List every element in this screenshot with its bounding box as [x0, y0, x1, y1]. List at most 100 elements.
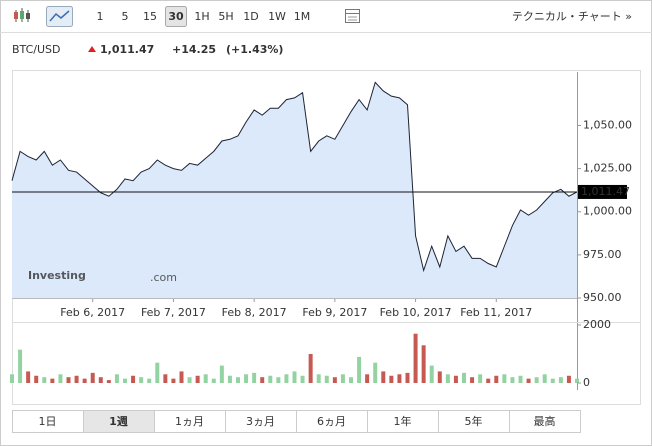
price: 1,011.47: [100, 43, 154, 56]
volume-bar: [131, 375, 136, 383]
volume-bar: [98, 377, 103, 383]
range-tab-label[interactable]: 1ヵ月: [175, 415, 204, 428]
volume-bar: [316, 374, 321, 383]
volume-bar: [470, 377, 475, 383]
y-tick-label: 975.00: [583, 248, 622, 261]
volume-bar: [518, 375, 523, 383]
interval-button[interactable]: 1W: [268, 10, 286, 23]
range-tab[interactable]: [509, 410, 581, 433]
volume-bar: [381, 371, 386, 383]
y-tick-label: 950.00: [583, 291, 622, 304]
y-tick-label: 1,000.00: [583, 205, 632, 218]
volume-bar: [179, 371, 184, 383]
watermark-suffix: .com: [150, 271, 177, 284]
range-tab-label[interactable]: 5年: [465, 414, 483, 428]
technical-chart-link[interactable]: テクニカル・チャート »: [512, 10, 632, 23]
volume-bar: [421, 345, 426, 383]
volume-bar: [332, 377, 337, 383]
volume-bar: [195, 375, 200, 383]
volume-bar: [405, 372, 410, 383]
range-tab-label[interactable]: 1年: [394, 414, 412, 428]
volume-bar: [50, 378, 55, 383]
volume-bar: [575, 378, 579, 383]
volume-bar: [74, 375, 79, 383]
volume-bar: [123, 378, 127, 383]
volume-bar: [510, 377, 515, 383]
range-tab-label[interactable]: 3ヵ月: [246, 415, 275, 428]
volume-bar: [82, 378, 87, 383]
volume-bar: [308, 354, 313, 383]
x-tick-label: Feb 11, 2017: [460, 306, 532, 319]
volume-bar: [284, 374, 289, 383]
volume-bar: [437, 371, 442, 383]
volume-bar: [211, 378, 216, 383]
volume-bar: [260, 377, 265, 383]
volume-bar: [18, 349, 23, 383]
interval-button[interactable]: 30: [168, 10, 184, 23]
volume-bar: [187, 377, 192, 383]
volume-bar: [534, 377, 539, 383]
y-tick-label: 1,050.00: [583, 118, 632, 131]
range-tab-label[interactable]: 最高: [534, 414, 556, 428]
volume-bar: [34, 375, 39, 383]
price-line: [11, 81, 578, 273]
volume-bar: [486, 378, 491, 383]
volume-bar: [389, 375, 394, 383]
candle-icon[interactable]: [14, 8, 30, 22]
interval-button[interactable]: 1H: [194, 10, 209, 23]
watermark-brand: Investing: [28, 269, 86, 282]
volume-bar: [268, 375, 273, 383]
interval-button[interactable]: 5: [122, 10, 129, 23]
volume-bar: [219, 365, 224, 383]
x-tick-label: Feb 8, 2017: [222, 306, 287, 319]
x-tick-label: Feb 7, 2017: [141, 306, 206, 319]
volume-bar: [66, 377, 71, 383]
volume-bar: [155, 362, 160, 383]
volume-bar: [566, 375, 571, 383]
volume-bar: [171, 378, 176, 383]
y-tick-label: 1,025.00: [583, 162, 632, 175]
volume-tick-label: 2000: [583, 318, 611, 331]
volume-bar: [413, 333, 418, 383]
volume-bar: [276, 377, 281, 383]
range-tab-label[interactable]: 1日: [39, 415, 57, 428]
interval-selected-bg: [165, 6, 187, 27]
volume-bar: [365, 374, 370, 383]
volume-bar: [397, 374, 402, 383]
interval-button[interactable]: 1M: [294, 10, 311, 23]
x-tick-label: Feb 6, 2017: [60, 306, 125, 319]
volume-bar: [349, 377, 353, 383]
volume-bar: [445, 374, 450, 383]
volume-bar: [429, 365, 434, 383]
volume-bar: [163, 374, 168, 383]
volume-bar: [357, 356, 362, 383]
x-tick-label: Feb 9, 2017: [302, 306, 367, 319]
interval-button[interactable]: 1D: [243, 10, 258, 23]
volume-bar: [502, 374, 507, 383]
interval-button[interactable]: 5H: [218, 10, 233, 23]
symbol: BTC/USD: [12, 43, 61, 56]
volume-bar: [42, 377, 47, 383]
range-tab-label[interactable]: 1週: [109, 414, 128, 428]
range-tab-label[interactable]: 6ヵ月: [317, 415, 346, 428]
volume-bar: [542, 374, 547, 383]
volume-bar: [203, 374, 208, 383]
current-price-label: 1,011.47: [581, 185, 630, 198]
volume-bar: [453, 375, 458, 383]
volume-bar: [227, 375, 232, 383]
volume-bar: [494, 375, 499, 383]
volume-bar: [236, 377, 240, 383]
x-tick-label: Feb 10, 2017: [380, 306, 452, 319]
volume-tick-label: 0: [583, 376, 590, 389]
interval-button[interactable]: 1: [97, 10, 104, 23]
volume-bar: [373, 362, 378, 383]
volume-bar: [244, 374, 249, 383]
table-icon[interactable]: [345, 9, 360, 23]
interval-button[interactable]: 15: [143, 10, 157, 23]
volume-bar: [106, 380, 111, 383]
line-icon[interactable]: [46, 6, 73, 27]
volume-bar: [324, 375, 329, 383]
area-fill: [12, 82, 577, 299]
volume-bar: [252, 372, 257, 383]
volume-bar: [340, 374, 345, 383]
